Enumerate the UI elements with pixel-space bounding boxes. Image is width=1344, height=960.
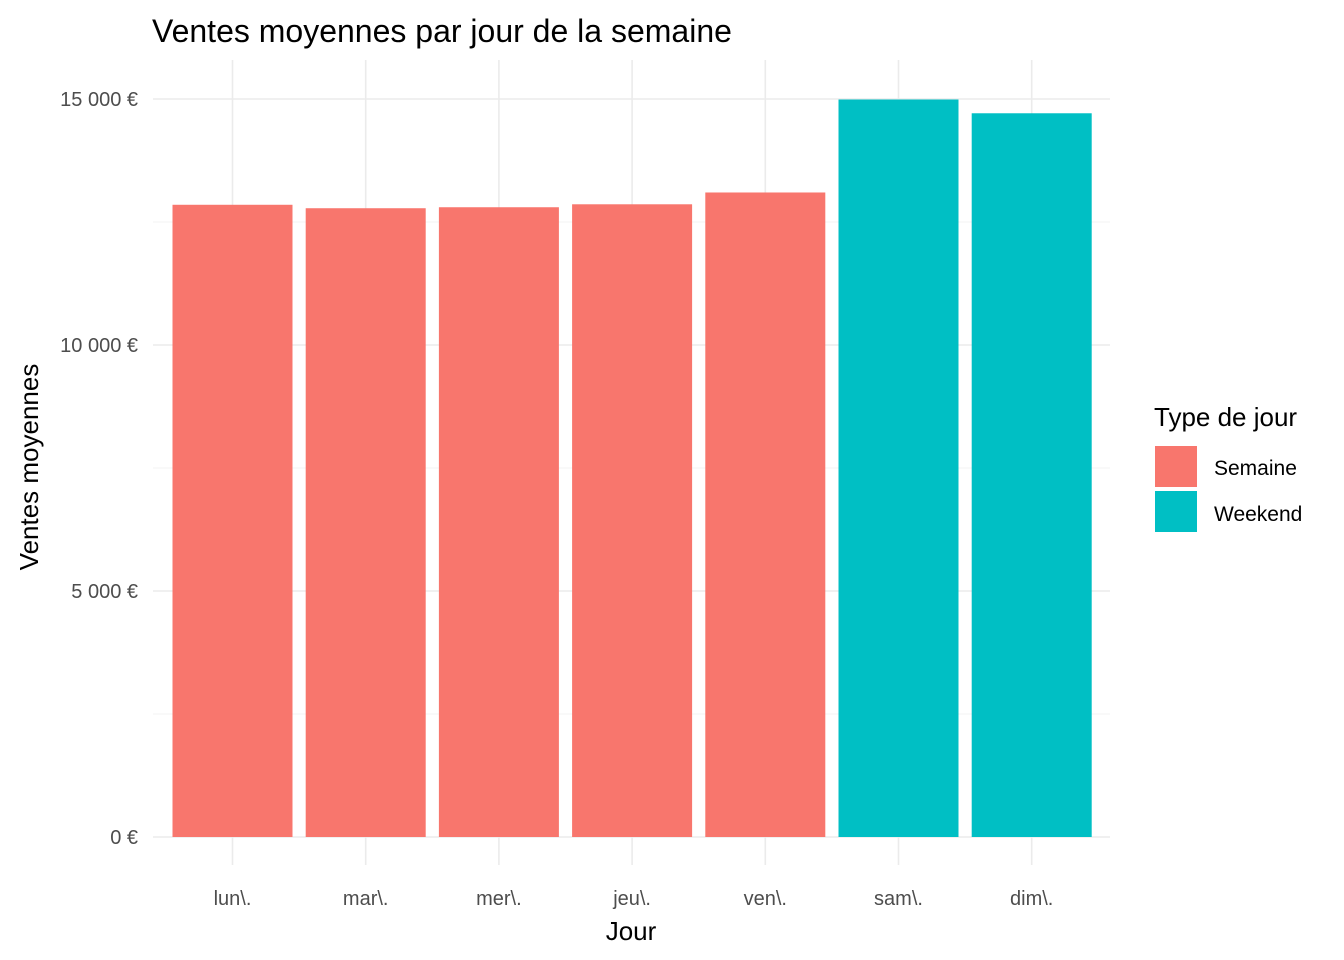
bar-ven xyxy=(705,192,826,838)
x-tick-label: lun\. xyxy=(214,888,252,910)
x-tick-label: sam\. xyxy=(874,888,923,910)
x-axis: lun\. mar\. mer\. jeu\. ven\. sam\. dim\. xyxy=(214,888,1054,910)
legend-swatch-semaine xyxy=(1155,446,1197,487)
bars xyxy=(172,99,1092,838)
y-tick-label: 10 000 € xyxy=(60,335,138,357)
x-tick-label: mar\. xyxy=(343,888,389,910)
bar-sam xyxy=(838,99,959,837)
legend-swatch-weekend xyxy=(1155,491,1197,532)
bar-mar xyxy=(305,208,426,837)
y-tick-label: 15 000 € xyxy=(60,89,138,111)
y-axis-title: Ventes moyennes xyxy=(14,364,44,571)
y-tick-label: 0 € xyxy=(110,827,138,849)
x-tick-label: ven\. xyxy=(744,888,787,910)
legend-label-semaine: Semaine xyxy=(1214,457,1297,480)
chart-title: Ventes moyennes par jour de la semaine xyxy=(152,13,732,49)
legend: Type de jour Semaine Weekend xyxy=(1154,402,1302,532)
legend-label-weekend: Weekend xyxy=(1214,503,1302,526)
x-tick-label: mer\. xyxy=(476,888,522,910)
legend-title: Type de jour xyxy=(1154,402,1297,432)
bar-dim xyxy=(971,113,1092,837)
bar-lun xyxy=(172,204,293,837)
bar-mer xyxy=(438,207,559,838)
x-axis-title: Jour xyxy=(606,916,657,946)
y-axis: 0 € 5 000 € 10 000 € 15 000 € xyxy=(60,89,138,849)
y-tick-label: 5 000 € xyxy=(71,581,138,603)
bar-jeu xyxy=(572,204,693,838)
x-tick-label: jeu\. xyxy=(612,888,651,910)
x-tick-label: dim\. xyxy=(1010,888,1053,910)
